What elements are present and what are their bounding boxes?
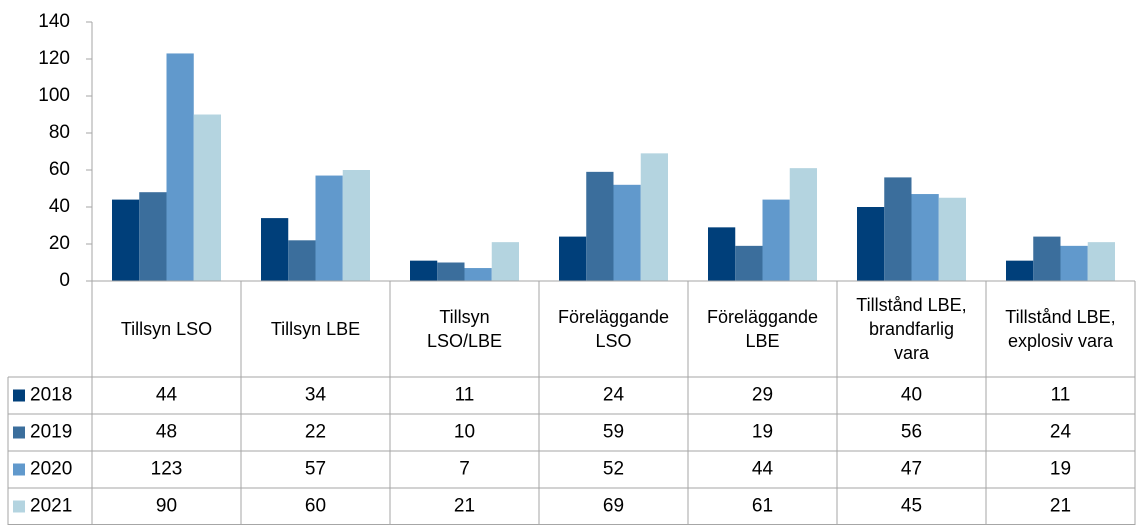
y-tick-label: 20 [49,233,70,254]
bar [789,168,817,281]
legend-swatch [13,500,25,513]
table-cell: 21 [454,496,475,517]
legend-label: 2020 [30,459,72,480]
bar [708,227,736,281]
bar [857,207,885,281]
table-cell: 123 [151,459,183,480]
table-cell: 52 [603,459,624,480]
bar [464,268,492,281]
table-cell: 24 [603,385,625,406]
table-cell: 29 [752,385,773,406]
bar [491,242,519,281]
bar [261,218,289,281]
table-cell: 34 [305,385,327,406]
bar [193,114,221,281]
legend-label: 2019 [30,422,72,443]
bar [139,192,167,281]
table-cell: 19 [752,422,773,443]
bar [1033,236,1061,281]
table-cell: 69 [603,496,624,517]
table-cell: 44 [156,385,178,406]
bar [884,177,912,281]
x-tick-label: Tillsyn LSO [120,319,213,339]
bar [112,199,140,281]
y-tick-label: 140 [38,11,70,32]
bar [640,153,668,281]
table-cell: 19 [1050,459,1071,480]
y-tick-label: 40 [49,196,70,217]
legend-label: 2021 [30,496,72,517]
bar [559,236,587,281]
table-cell: 11 [455,385,475,406]
table-cell: 48 [156,422,177,443]
y-tick-label: 0 [59,270,70,291]
table-cell: 40 [901,385,922,406]
bar [437,262,465,281]
y-tick-label: 120 [38,48,70,69]
legend-swatch [13,463,25,476]
table-cell: 11 [1051,385,1071,406]
x-tick-label: Tillsyn LBE [270,319,361,339]
bar [1060,245,1088,281]
table-cell: 24 [1050,422,1072,443]
bar [288,240,316,281]
table-cell: 90 [156,496,177,517]
table-cell: 60 [305,496,326,517]
table-cell: 22 [305,422,326,443]
legend-label: 2018 [30,385,72,406]
table-cell: 21 [1050,496,1071,517]
table-cell: 56 [901,422,922,443]
legend-swatch [13,389,25,402]
table-cell: 7 [459,459,470,480]
bar [613,184,641,281]
table-cell: 44 [752,459,774,480]
table-cell: 61 [752,496,773,517]
y-tick-label: 60 [49,159,70,180]
table-cell: 47 [901,459,922,480]
bar [938,197,966,281]
table-cell: 45 [901,496,922,517]
bar [166,53,194,282]
x-tick-label: Tillstånd LBE, explosiv vara [1005,307,1116,351]
table-cell: 59 [603,422,624,443]
y-tick-label: 80 [49,122,70,143]
bar [586,171,614,281]
x-tick-label: Föreläggande LBE [706,307,819,351]
bar [911,194,939,281]
bar [315,175,343,281]
x-tick-label: Tillsyn LSO/LBE [426,307,503,351]
x-tick-label: Föreläggande LSO [557,307,670,351]
bar [410,260,438,281]
bar [1087,242,1115,281]
legend-swatch [13,426,25,439]
bar [762,199,790,281]
table-cell: 10 [454,422,475,443]
bar [1006,260,1034,281]
y-tick-label: 100 [38,85,70,106]
bar [342,170,370,281]
table-cell: 57 [305,459,326,480]
bar [735,245,763,281]
x-tick-label: Tillstånd LBE, brandfarlig vara [856,295,967,363]
